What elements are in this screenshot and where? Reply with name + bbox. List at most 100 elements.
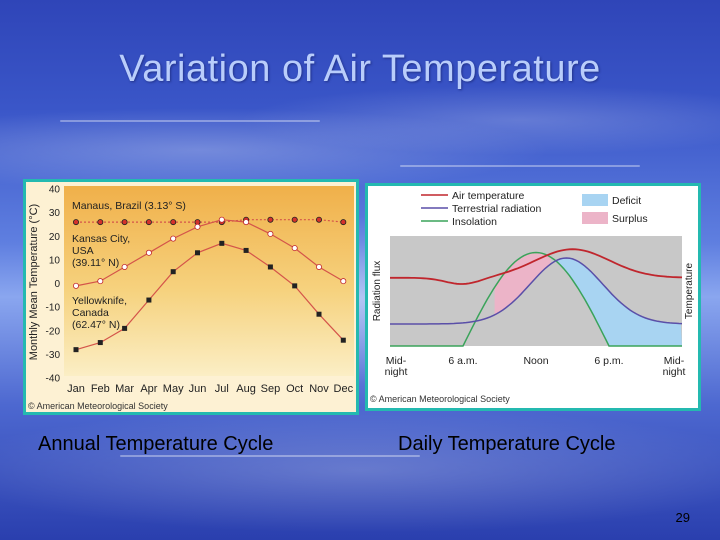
manaus-data-point xyxy=(73,219,80,226)
daily-x-tick-label: 6 a.m. xyxy=(448,355,477,367)
manaus-data-point xyxy=(121,219,128,226)
daily-chart-panel: Air temperature Terrestrial radiation Inso… xyxy=(365,183,701,411)
annual-y-tick-label: 10 xyxy=(49,255,61,266)
annual-y-tick-label: 0 xyxy=(54,279,60,290)
annual-x-tick-label: Jun xyxy=(189,383,207,395)
kansas-city-series-line xyxy=(75,219,344,287)
annual-x-tick-label: Dec xyxy=(334,383,354,395)
annual-plot-area xyxy=(64,186,354,376)
daily-x-tick-label: Mid- xyxy=(386,355,407,367)
annual-chart-panel: Monthly Mean Temperature (°C) 40 30 20 10 0 -… xyxy=(23,179,359,415)
yellowknife-data-point xyxy=(219,240,225,246)
legend-box-swatch xyxy=(582,212,608,224)
kansas-city-data-point xyxy=(194,223,201,230)
manaus-series-line xyxy=(76,219,344,223)
legend-label: Terrestrial radiation xyxy=(452,203,541,215)
annual-x-tick-label: Oct xyxy=(286,383,303,395)
kansas-city-data-point xyxy=(291,245,298,252)
air-temperature-line xyxy=(390,248,683,285)
kansas-city-data-point xyxy=(73,282,80,289)
kansas-city-data-point xyxy=(315,263,322,270)
daily-x-tick-label: Mid- xyxy=(664,355,685,367)
yellowknife-data-point xyxy=(267,264,273,270)
kansas-city-data-point xyxy=(243,219,250,226)
manaus-data-point xyxy=(267,216,274,223)
yellowknife-data-point xyxy=(146,297,152,303)
slide-title: Variation of Air Temperature xyxy=(119,48,601,90)
manaus-data-point xyxy=(145,219,152,226)
annual-x-tick-label: May xyxy=(163,383,184,395)
kansas-city-data-point xyxy=(97,278,104,285)
surplus-area xyxy=(494,252,551,315)
kansas-label-line3: (39.11° N) xyxy=(72,257,119,269)
insolation-line xyxy=(390,251,682,347)
kansas-label-line1: Kansas City, xyxy=(72,233,130,245)
annual-x-tick-label: Nov xyxy=(309,383,329,395)
annual-y-tick-label: -20 xyxy=(46,326,61,337)
legend-box-label: Deficit xyxy=(612,195,641,207)
yellowknife-label-line1: Yellowknife, xyxy=(72,295,127,307)
yellowknife-data-point xyxy=(170,269,176,275)
annual-x-tick-label: Apr xyxy=(140,383,157,395)
legend-box-label: Surplus xyxy=(612,213,648,225)
terrestrial-radiation-line xyxy=(390,257,683,325)
manaus-data-point xyxy=(97,219,104,226)
radiation-flux-label: Radiation flux xyxy=(372,261,383,322)
annual-x-tick-label: Feb xyxy=(91,383,110,395)
daily-caption: Daily Temperature Cycle xyxy=(398,433,616,455)
annual-temperature-chart: Monthly Mean Temperature (°C) 40 30 20 10 0 -… xyxy=(26,182,356,412)
annual-y-tick-label: -30 xyxy=(46,350,61,361)
kansas-city-data-point xyxy=(267,230,274,237)
annual-y-tick-label: 40 xyxy=(49,185,61,196)
annual-y-tick-label: -10 xyxy=(46,303,61,314)
manaus-data-point xyxy=(315,216,322,223)
annual-y-axis-label: Monthly Mean Temperature (°C) xyxy=(28,204,40,360)
kansas-label-line2: USA xyxy=(72,245,94,257)
kansas-city-data-point xyxy=(340,278,347,285)
manaus-data-point xyxy=(291,216,298,223)
page-number: 29 xyxy=(675,510,690,525)
temperature-right-label: Temperature xyxy=(684,262,695,319)
kansas-city-data-point xyxy=(145,249,152,256)
manaus-data-point xyxy=(340,219,347,226)
daily-x-tick-label: Noon xyxy=(523,355,548,367)
yellowknife-data-point xyxy=(316,311,322,317)
annual-x-tick-label: Jan xyxy=(67,383,85,395)
manaus-data-point xyxy=(170,219,177,226)
annual-x-tick-label: Mar xyxy=(115,383,134,395)
annual-y-tick-label: -40 xyxy=(46,374,61,385)
kansas-city-data-point xyxy=(218,216,225,223)
annual-x-tick-label: Jul xyxy=(215,383,229,395)
yellowknife-data-point xyxy=(243,247,249,253)
daily-x-tick-label: night xyxy=(663,366,686,378)
background-streak xyxy=(400,165,640,167)
annual-caption: Annual Temperature Cycle xyxy=(38,433,274,455)
daily-x-tick-label: night xyxy=(385,366,408,378)
daily-x-tick-label: 6 p.m. xyxy=(594,355,623,367)
kansas-city-data-point xyxy=(121,263,128,270)
deficit-area xyxy=(550,258,682,346)
background-streak xyxy=(120,455,420,457)
annual-y-tick-label: 20 xyxy=(49,232,61,243)
yellowknife-data-point xyxy=(292,283,298,289)
yellowknife-label-line2: Canada xyxy=(72,307,109,319)
legend-label: Insolation xyxy=(452,216,497,228)
daily-chart-credit: © American Meteorological Society xyxy=(370,394,510,404)
kansas-city-data-point xyxy=(170,235,177,242)
annual-chart-credit: © American Meteorological Society xyxy=(28,401,168,411)
manaus-label: Manaus, Brazil (3.13° S) xyxy=(72,200,186,212)
annual-x-tick-label: Aug xyxy=(236,383,256,395)
legend-box-swatch xyxy=(582,194,608,206)
yellowknife-data-point xyxy=(195,250,200,256)
annual-x-tick-label: Sep xyxy=(261,383,281,395)
background-streak xyxy=(60,120,320,122)
yellowknife-series-line xyxy=(75,242,344,351)
yellowknife-data-point xyxy=(340,337,346,343)
annual-y-tick-label: 30 xyxy=(49,208,61,219)
legend-label: Air temperature xyxy=(452,190,525,202)
yellowknife-data-point xyxy=(97,340,103,346)
yellowknife-label-line3: (62.47° N) xyxy=(72,319,120,331)
yellowknife-data-point xyxy=(73,347,79,353)
yellowknife-data-point xyxy=(122,325,128,331)
